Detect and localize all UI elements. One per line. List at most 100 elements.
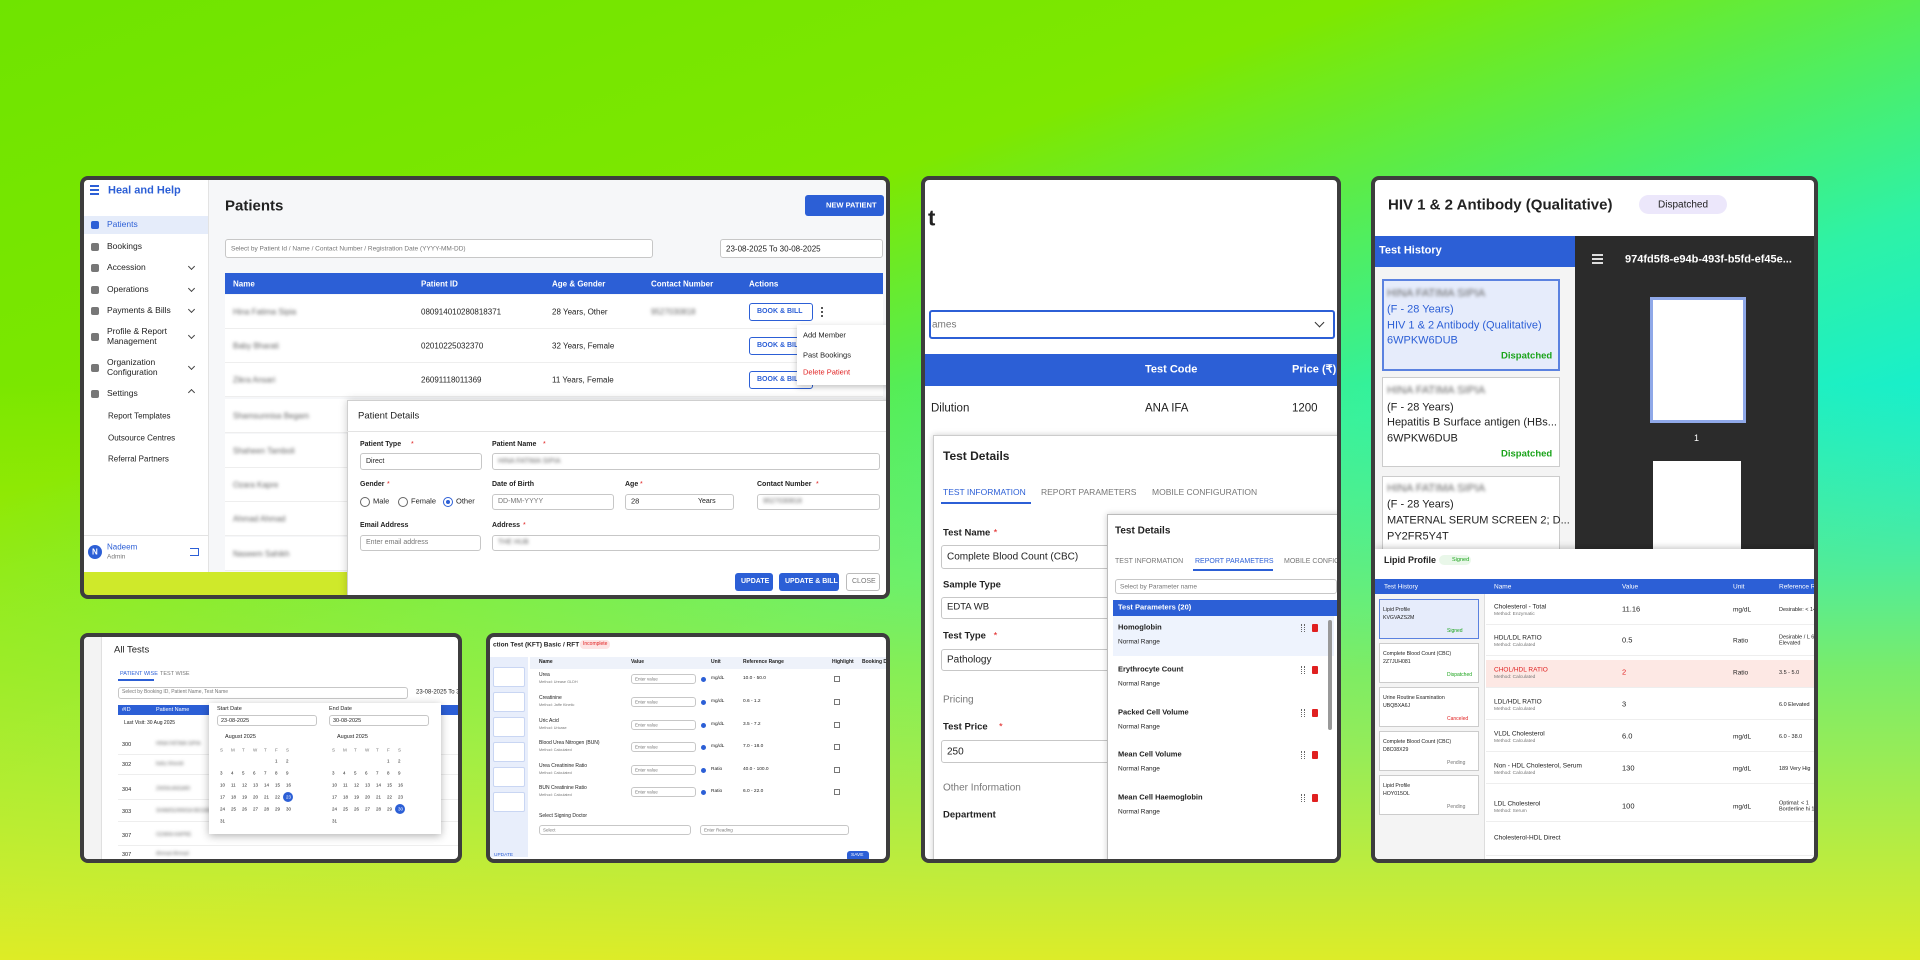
params-header-label: Test Parameters (20) bbox=[1118, 602, 1192, 612]
unit: mg/dL bbox=[711, 722, 725, 728]
radio[interactable] bbox=[443, 497, 453, 507]
dialog-button[interactable] bbox=[846, 573, 880, 591]
param-unit: Ratio bbox=[1733, 669, 1749, 677]
menu-item[interactable]: Delete Patient bbox=[803, 367, 851, 377]
card-code: 6WPKW6DUB bbox=[1387, 432, 1458, 445]
field-label: Email Address bbox=[360, 521, 409, 529]
param-value: 6.0 bbox=[1622, 731, 1633, 741]
search[interactable] bbox=[118, 687, 408, 699]
delete-icon[interactable] bbox=[1312, 794, 1318, 802]
row-line bbox=[1486, 687, 1814, 688]
date-range[interactable] bbox=[720, 239, 883, 258]
book-bill-button[interactable] bbox=[749, 303, 813, 321]
highlight-box[interactable] bbox=[834, 744, 840, 750]
end-input bbox=[329, 715, 429, 726]
delete-icon[interactable] bbox=[1312, 709, 1318, 717]
cell: Zikra Ansari bbox=[233, 375, 276, 385]
value-input[interactable] bbox=[631, 697, 696, 707]
avatar bbox=[88, 545, 102, 559]
delete-icon[interactable] bbox=[1312, 666, 1318, 674]
param-method: Method: Jaffe Kinetic bbox=[539, 702, 575, 707]
row-id: 307 bbox=[122, 851, 132, 858]
delete-icon[interactable] bbox=[1312, 624, 1318, 632]
mini-test: Complete Blood Count (CBC) bbox=[1383, 651, 1452, 658]
nav-item[interactable]: Profile & Report Management bbox=[107, 326, 167, 346]
search-placeholder: ames bbox=[932, 319, 957, 331]
viewer-menu bbox=[1592, 254, 1603, 256]
value-input[interactable] bbox=[631, 787, 696, 797]
value-placeholder: Enter value bbox=[635, 722, 658, 728]
value-input[interactable] bbox=[631, 674, 696, 684]
row-name: HINA FATIMA SIPIA bbox=[156, 741, 201, 748]
day: 9 bbox=[398, 770, 401, 776]
nav-item[interactable]: Patients bbox=[107, 219, 138, 230]
tab-underline bbox=[118, 679, 154, 681]
row-line bbox=[1486, 821, 1814, 822]
value-input[interactable] bbox=[631, 765, 696, 775]
details-title: Test Details bbox=[943, 449, 1010, 464]
nav-item[interactable]: Organization Configuration bbox=[107, 357, 158, 377]
param-range: 6.0 Elevated bbox=[1779, 701, 1810, 708]
radio[interactable] bbox=[398, 497, 408, 507]
day: 29 bbox=[387, 806, 393, 812]
param-name: Packed Cell Volume bbox=[1118, 707, 1189, 717]
day: 25 bbox=[231, 806, 237, 812]
book-bill-label: BOOK & BILL bbox=[757, 341, 803, 349]
menu-item[interactable]: Past Bookings bbox=[803, 350, 851, 360]
value-input[interactable] bbox=[631, 720, 696, 730]
day: 21 bbox=[264, 794, 270, 800]
scrollbar bbox=[1328, 620, 1332, 730]
save-button[interactable] bbox=[847, 851, 869, 859]
contact: 9527030818 bbox=[763, 497, 802, 505]
day: 5 bbox=[354, 770, 357, 776]
param-search[interactable] bbox=[1115, 579, 1337, 594]
dob-input[interactable] bbox=[492, 494, 614, 510]
column-header: Unit bbox=[1733, 582, 1745, 590]
day: 30 bbox=[398, 806, 404, 812]
radio-dot bbox=[446, 500, 450, 504]
email-input[interactable] bbox=[360, 535, 481, 551]
param-range: Desirable: < 140 bbox=[1779, 606, 1818, 613]
weekday: M bbox=[231, 747, 235, 753]
nav-item[interactable]: Operations bbox=[107, 284, 149, 295]
age-input[interactable] bbox=[625, 494, 734, 510]
card-name: HINA FATIMA SIPIA bbox=[1387, 384, 1486, 397]
day: 29 bbox=[275, 806, 281, 812]
radio[interactable] bbox=[360, 497, 370, 507]
delete-icon[interactable] bbox=[1312, 751, 1318, 759]
highlight-box[interactable] bbox=[834, 699, 840, 705]
highlight-box[interactable] bbox=[834, 676, 840, 682]
mini-card bbox=[1379, 687, 1479, 727]
row-id: 302 bbox=[122, 761, 132, 768]
nav-item[interactable]: Settings bbox=[107, 388, 138, 399]
nav-item[interactable]: Payments & Bills bbox=[107, 305, 171, 316]
nav-item[interactable]: Accession bbox=[107, 262, 146, 273]
field-label: Date of Birth bbox=[492, 480, 534, 488]
section-label: Pricing bbox=[943, 694, 974, 706]
highlight-box[interactable] bbox=[834, 767, 840, 773]
highlight-box[interactable] bbox=[834, 722, 840, 728]
highlight-box[interactable] bbox=[834, 789, 840, 795]
weekday: W bbox=[365, 747, 370, 753]
card-status: Dispatched bbox=[1501, 350, 1553, 362]
patient-name-input[interactable] bbox=[492, 453, 880, 470]
nav-item[interactable]: Bookings bbox=[107, 241, 142, 252]
unit: mg/dL bbox=[711, 676, 725, 682]
dialog-button[interactable] bbox=[735, 573, 773, 591]
search[interactable] bbox=[929, 310, 1335, 339]
cell: Shamsunnisa Begam bbox=[233, 411, 310, 421]
dialog-button[interactable] bbox=[779, 573, 839, 591]
doctor-select[interactable] bbox=[539, 825, 691, 835]
reading-input[interactable] bbox=[700, 825, 849, 835]
patient-type-input[interactable] bbox=[360, 453, 482, 470]
address-input[interactable] bbox=[492, 535, 880, 551]
patient-search[interactable] bbox=[225, 239, 653, 258]
menu-item[interactable]: Add Member bbox=[803, 330, 846, 340]
value-input[interactable] bbox=[631, 742, 696, 752]
cell: 9527030818 bbox=[651, 307, 696, 317]
new-patient-button[interactable] bbox=[805, 195, 884, 216]
contact-input[interactable] bbox=[757, 494, 880, 510]
dialog-button-label: UPDATE bbox=[741, 577, 770, 585]
param-name: LDL/HDL RATIO bbox=[1494, 698, 1542, 706]
